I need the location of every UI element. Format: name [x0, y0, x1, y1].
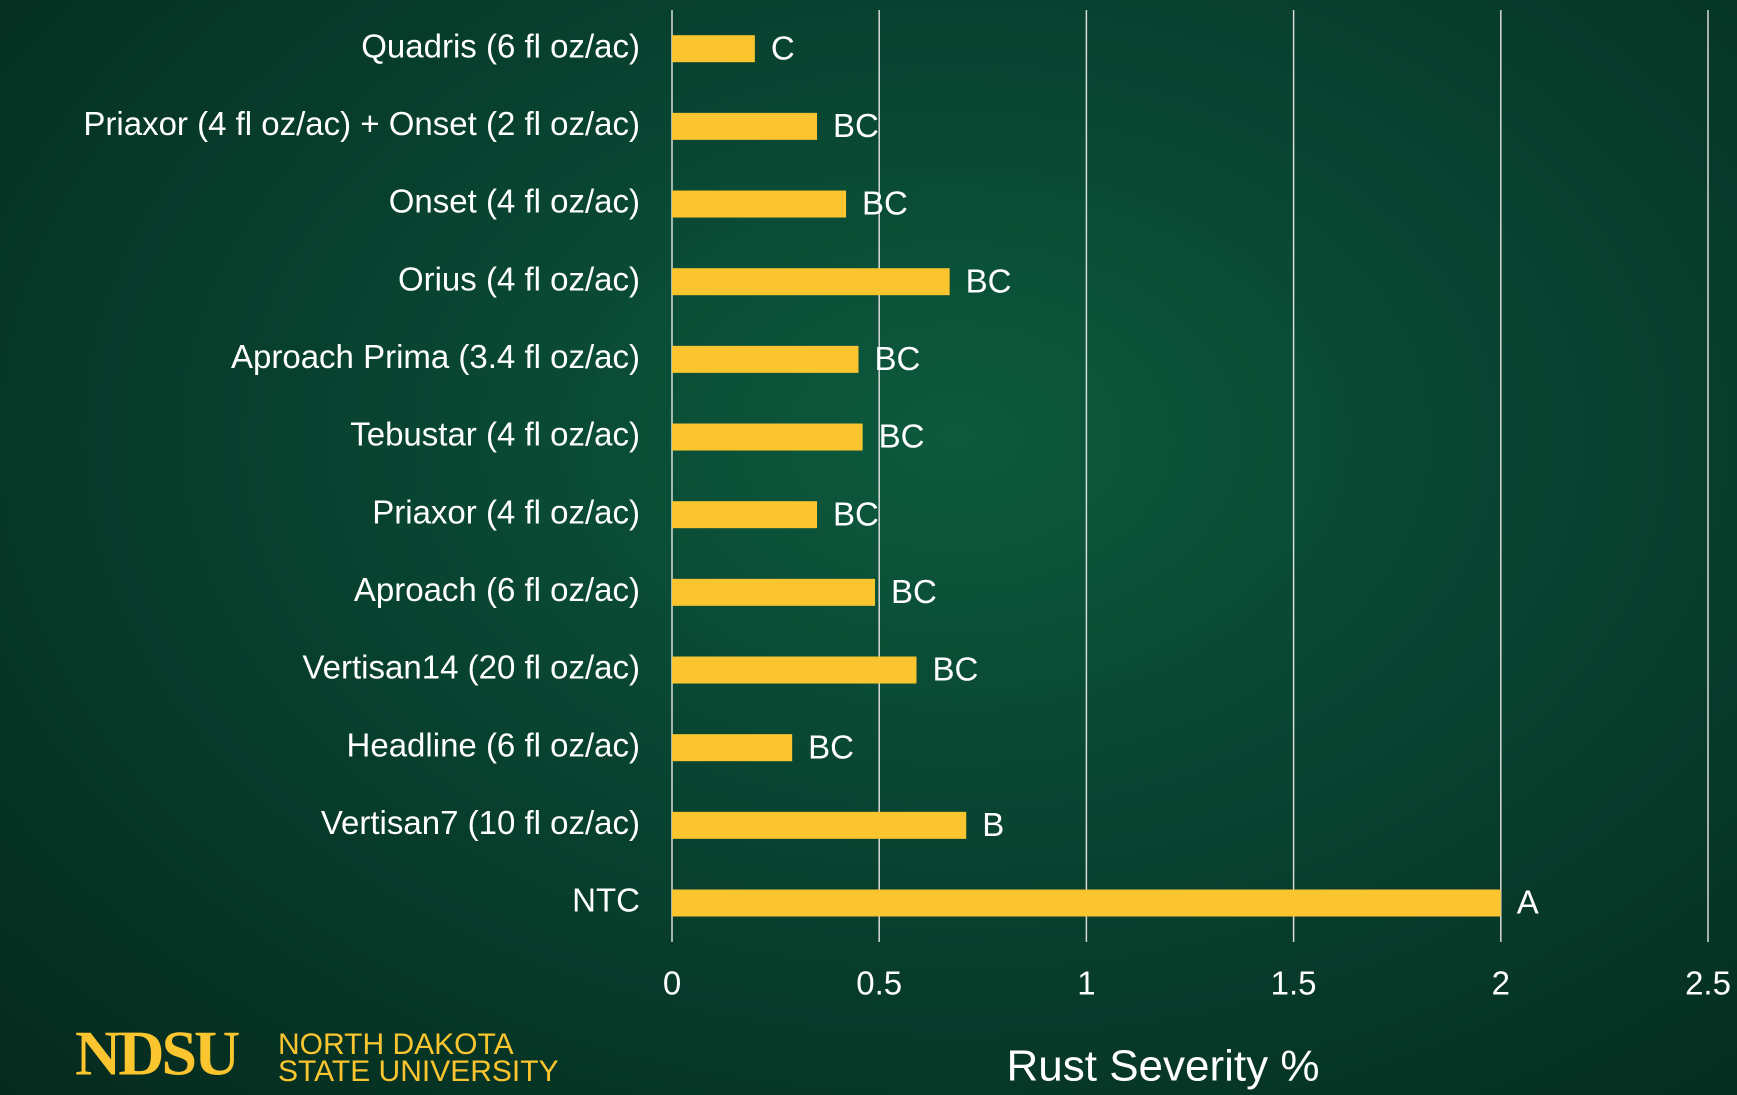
logo-mark: NDSU: [75, 1018, 239, 1089]
x-tick-label: 0: [663, 965, 681, 1002]
x-tick-label: 1: [1077, 965, 1095, 1002]
y-tick-label: Orius (4 fl oz/ac): [398, 260, 640, 297]
significance-letter: BC: [833, 107, 879, 144]
significance-letter: BC: [874, 340, 920, 377]
significance-letter: BC: [862, 185, 908, 222]
bar: [672, 345, 859, 373]
x-tick-label: 2.5: [1685, 965, 1731, 1002]
y-tick-label: Vertisan7 (10 fl oz/ac): [321, 804, 640, 841]
y-tick-label: Aproach (6 fl oz/ac): [354, 571, 640, 608]
x-tick-label: 0.5: [856, 965, 902, 1002]
logo-line: STATE UNIVERSITY: [278, 1055, 559, 1088]
y-tick-label: Onset (4 fl oz/ac): [389, 183, 640, 220]
x-axis-title: Rust Severity %: [1007, 1042, 1320, 1091]
bar: [672, 423, 863, 451]
significance-letter: BC: [833, 495, 879, 532]
significance-letter: BC: [966, 262, 1012, 299]
y-tick-label: Priaxor (4 fl oz/ac): [372, 493, 640, 530]
bar: [672, 268, 950, 296]
x-tick-label: 1.5: [1271, 965, 1317, 1002]
y-tick-label: Priaxor (4 fl oz/ac) + Onset (2 fl oz/ac…: [83, 105, 640, 142]
significance-letter: BC: [932, 651, 978, 688]
bar: [672, 578, 876, 606]
y-tick-label: Headline (6 fl oz/ac): [347, 726, 640, 763]
y-tick-label: Tebustar (4 fl oz/ac): [350, 416, 640, 453]
x-tick-label: 2: [1492, 965, 1510, 1002]
y-tick-label: NTC: [572, 882, 640, 919]
y-tick-label: Vertisan14 (20 fl oz/ac): [302, 649, 640, 686]
bar: [672, 190, 847, 218]
bar: [672, 35, 755, 63]
bar: [672, 112, 818, 140]
significance-letter: C: [771, 29, 795, 66]
bar: [672, 734, 793, 762]
y-tick-label: Aproach Prima (3.4 fl oz/ac): [231, 338, 640, 375]
logo-line: NORTH DAKOTA: [278, 1028, 514, 1061]
bar: [672, 889, 1501, 917]
bar: [672, 656, 917, 684]
significance-letter: BC: [808, 728, 854, 765]
significance-letter: BC: [879, 418, 925, 455]
significance-letter: A: [1517, 884, 1539, 921]
bar: [672, 501, 818, 529]
y-tick-label: Quadris (6 fl oz/ac): [361, 27, 640, 64]
significance-letter: BC: [891, 573, 937, 610]
significance-letter: B: [982, 806, 1004, 843]
bar: [672, 811, 967, 839]
